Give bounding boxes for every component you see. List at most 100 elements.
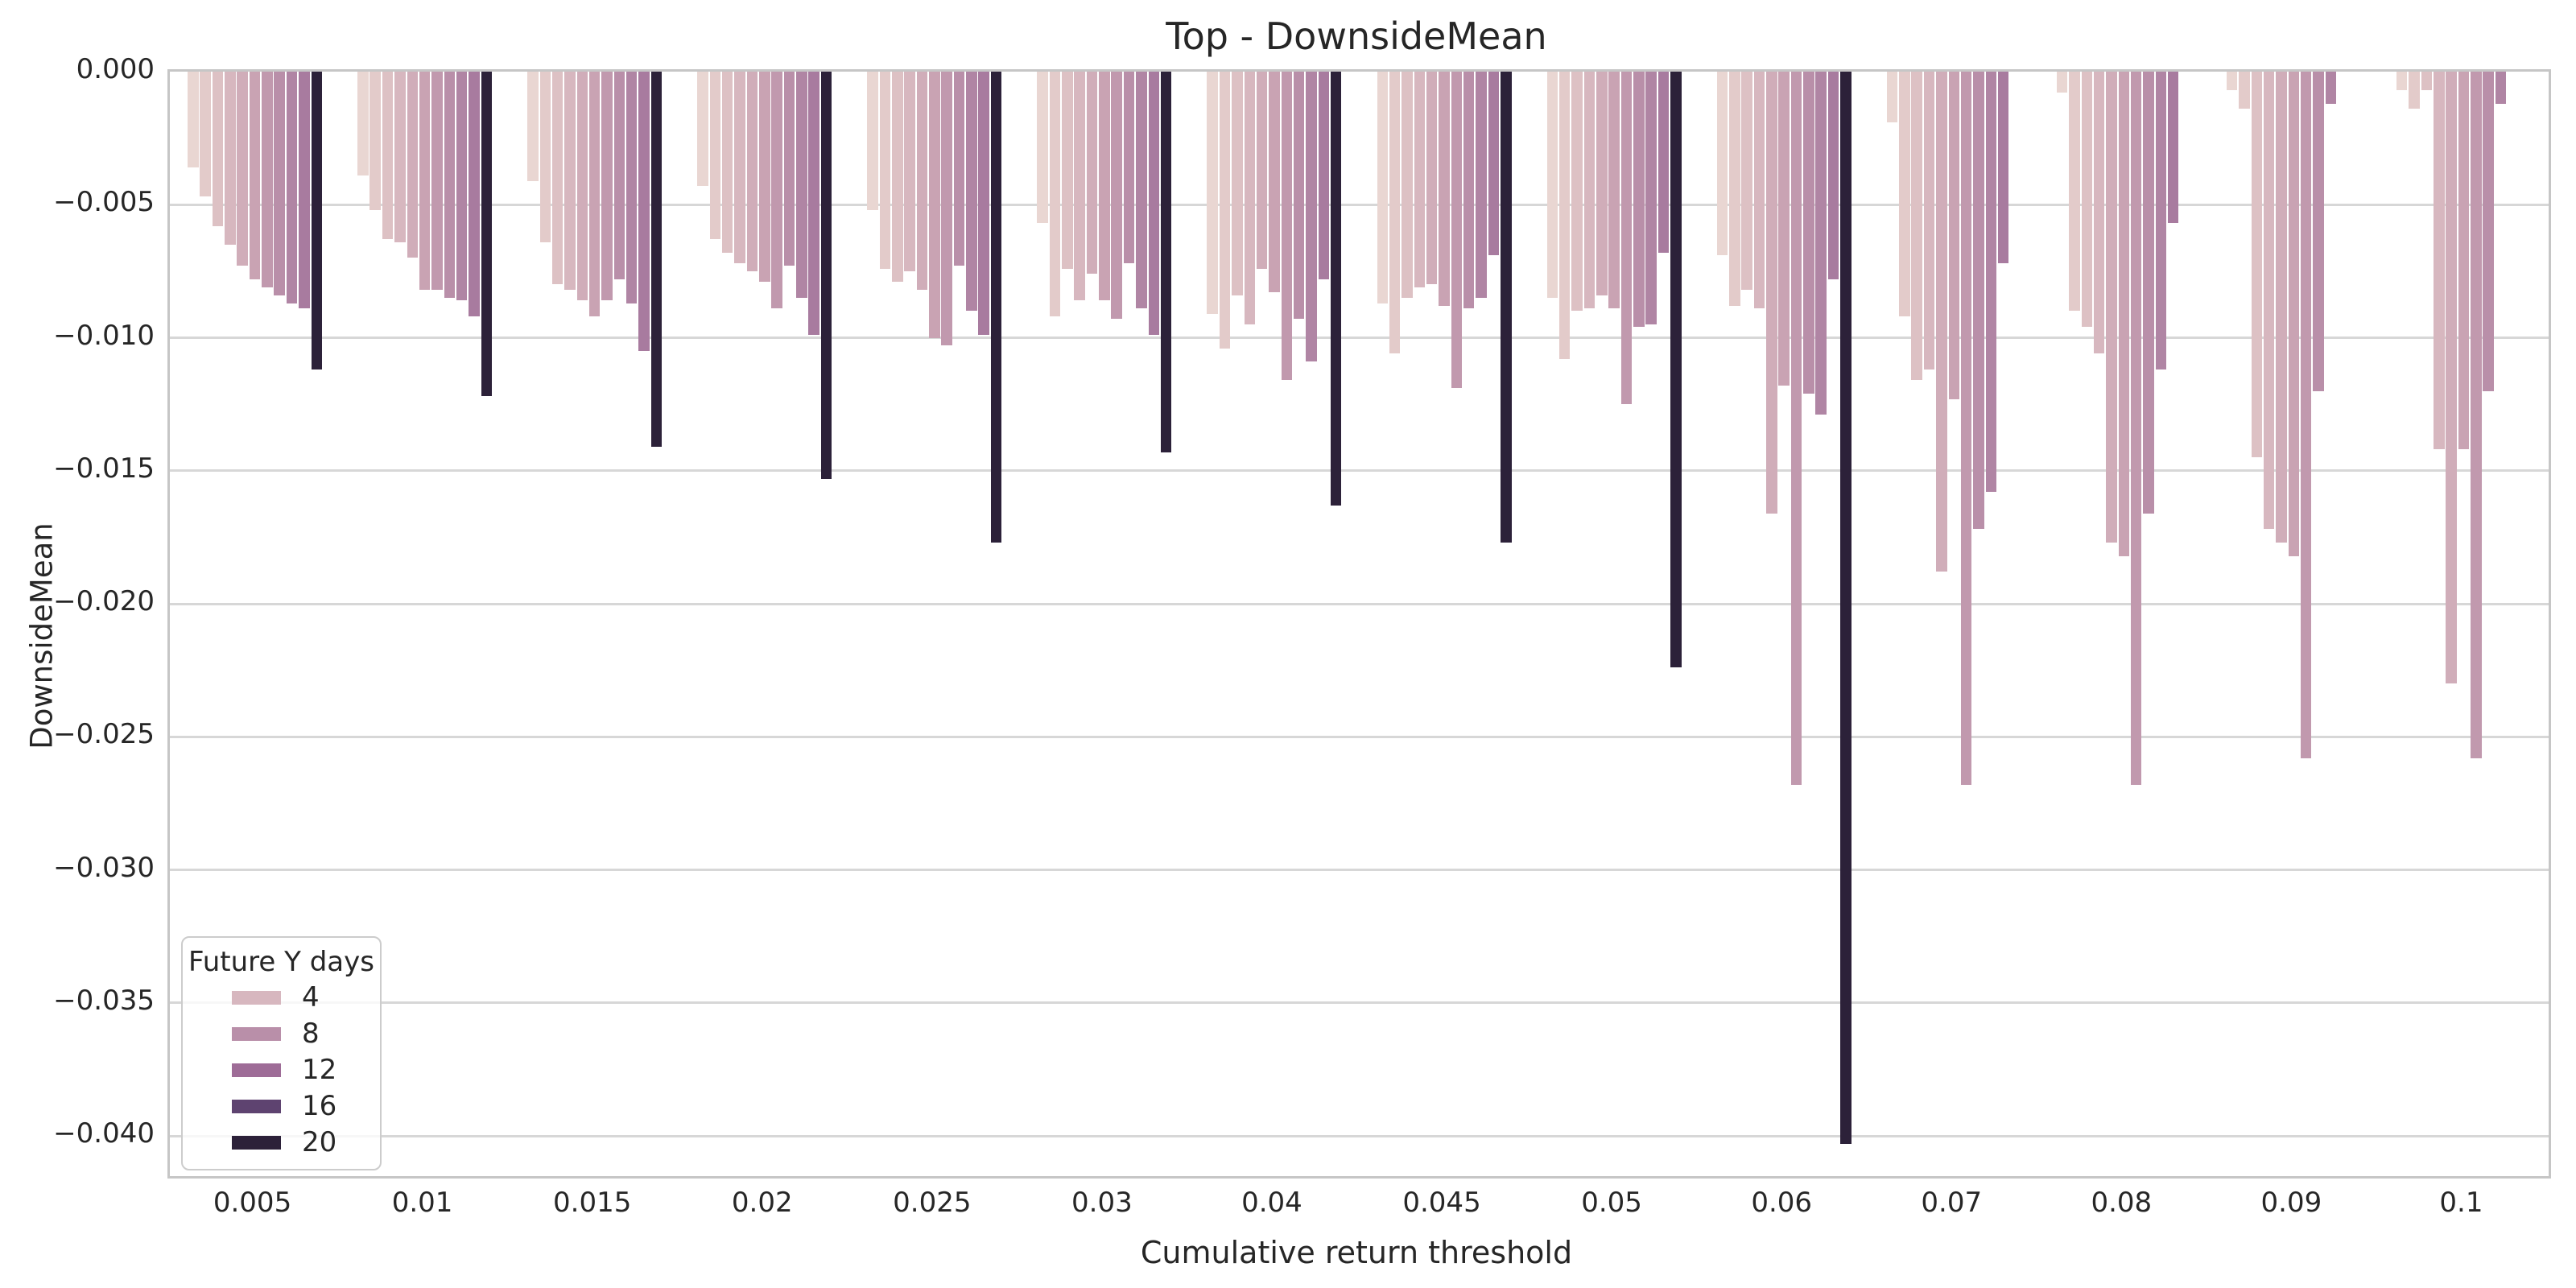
bar-threshold-0.02-day-6 (759, 72, 770, 283)
bar-threshold-0.05-day-1 (1546, 72, 1558, 298)
gridline (170, 869, 2549, 871)
y-axis-label: DownsideMean (24, 522, 60, 749)
bar-threshold-0.015-day-5 (576, 72, 588, 301)
bar-threshold-0.02-day-10 (808, 72, 819, 336)
bar-threshold-0.06-day-6 (1778, 72, 1790, 386)
legend: Future Y days 4 8 12 16 20 (181, 936, 382, 1170)
bar-threshold-0.07-day-5 (1936, 72, 1947, 572)
bar-threshold-0.08-day-3 (2081, 72, 2093, 328)
bar-threshold-0.025-day-2 (879, 72, 891, 269)
bar-threshold-0.04-day-8 (1293, 72, 1305, 320)
legend-swatch-icon (232, 991, 281, 1005)
bar-threshold-0.1-day-1 (2396, 72, 2408, 91)
bar-threshold-0.005-day-3 (212, 72, 224, 226)
y-tick-label: −0.035 (53, 984, 155, 1017)
legend-entry-16: 16 (183, 1088, 380, 1125)
bar-threshold-0.04-day-9 (1306, 72, 1317, 362)
x-tick-label: 0.09 (2260, 1187, 2322, 1219)
bar-threshold-0.015-day-8 (613, 72, 625, 279)
bar-threshold-0.02-day-5 (746, 72, 758, 271)
bar-threshold-0.02-day-8 (783, 72, 795, 266)
x-tick-label: 0.02 (731, 1187, 793, 1219)
bar-threshold-0.08-day-5 (2106, 72, 2117, 543)
legend-entry-label: 8 (302, 1018, 320, 1050)
bar-threshold-0.05-day-3 (1571, 72, 1583, 312)
bar-threshold-0.015-day-2 (539, 72, 551, 242)
bar-threshold-0.1-day-7 (2471, 72, 2482, 758)
bar-threshold-0.005-day-6 (249, 72, 261, 279)
bar-threshold-0.015-day-9 (625, 72, 638, 303)
bar-threshold-0.01-day-1 (357, 72, 369, 175)
bar-threshold-0.07-day-1 (1886, 72, 1898, 122)
bar-threshold-0.06-day-3 (1741, 72, 1752, 290)
bar-threshold-0.025-day-5 (916, 72, 928, 290)
gridline (170, 1134, 2549, 1137)
bar-threshold-0.07-day-3 (1911, 72, 1922, 381)
bar-threshold-0.06-day-5 (1766, 72, 1777, 514)
bar-threshold-0.045-day-20 (1501, 72, 1512, 543)
x-axis-label: Cumulative return threshold (1140, 1235, 1573, 1270)
legend-title: Future Y days (188, 946, 374, 978)
bar-threshold-0.05-day-7 (1620, 72, 1633, 405)
x-tick-label: 0.07 (1921, 1187, 1983, 1219)
bar-threshold-0.03-day-8 (1123, 72, 1135, 263)
bar-threshold-0.09-day-8 (2313, 72, 2324, 391)
bar-threshold-0.04-day-7 (1281, 72, 1293, 381)
bar-threshold-0.045-day-8 (1463, 72, 1475, 309)
bar-threshold-0.07-day-6 (1948, 72, 1959, 399)
bar-threshold-0.07-day-9 (1985, 72, 1997, 493)
bar-threshold-0.005-day-8 (274, 72, 285, 295)
bar-threshold-0.025-day-20 (990, 72, 1002, 543)
bar-threshold-0.03-day-6 (1099, 72, 1110, 301)
bar-threshold-0.06-day-7 (1790, 72, 1802, 785)
bar-threshold-0.05-day-9 (1645, 72, 1657, 324)
bar-threshold-0.08-day-8 (2143, 72, 2154, 514)
gridline (170, 602, 2549, 605)
legend-entry-label: 12 (302, 1054, 337, 1086)
bar-threshold-0.015-day-20 (650, 72, 663, 447)
bar-threshold-0.01-day-9 (456, 72, 468, 301)
y-tick-label: −0.040 (53, 1117, 155, 1150)
bar-threshold-0.015-day-3 (551, 72, 564, 285)
y-tick-label: −0.010 (53, 319, 155, 352)
bar-threshold-0.07-day-10 (1997, 72, 2009, 263)
bar-threshold-0.01-day-4 (394, 72, 406, 242)
bar-threshold-0.01-day-5 (407, 72, 418, 258)
bar-threshold-0.025-day-1 (867, 72, 878, 210)
legend-swatch-icon (232, 1027, 281, 1041)
bar-threshold-0.03-day-3 (1062, 72, 1073, 269)
gridline (170, 735, 2549, 738)
bar-threshold-0.06-day-4 (1753, 72, 1765, 309)
bar-threshold-0.04-day-2 (1219, 72, 1231, 349)
bar-threshold-0.1-day-2 (2409, 72, 2420, 109)
legend-swatch-icon (232, 1100, 281, 1113)
bar-threshold-0.02-day-1 (697, 72, 708, 187)
legend-entry-label: 20 (302, 1126, 337, 1158)
bar-threshold-0.09-day-6 (2288, 72, 2300, 556)
bar-threshold-0.03-day-4 (1074, 72, 1085, 301)
bar-threshold-0.01-day-10 (469, 72, 480, 317)
bar-threshold-0.045-day-1 (1377, 72, 1389, 303)
bar-threshold-0.005-day-5 (237, 72, 248, 266)
x-tick-label: 0.025 (893, 1187, 972, 1219)
bar-threshold-0.03-day-10 (1148, 72, 1160, 336)
gridline (170, 1001, 2549, 1005)
bar-threshold-0.02-day-4 (734, 72, 745, 263)
bar-threshold-0.09-day-4 (2263, 72, 2275, 530)
gridline (170, 203, 2549, 206)
bar-threshold-0.025-day-10 (978, 72, 989, 336)
gridline (170, 336, 2549, 339)
bar-threshold-0.06-day-8 (1803, 72, 1814, 394)
bar-threshold-0.05-day-4 (1583, 72, 1596, 309)
bar-threshold-0.03-day-7 (1111, 72, 1122, 320)
bar-threshold-0.1-day-9 (2495, 72, 2507, 104)
y-tick-label: 0.000 (76, 53, 155, 85)
bar-threshold-0.025-day-6 (929, 72, 940, 338)
bar-threshold-0.1-day-6 (2458, 72, 2470, 450)
bar-threshold-0.025-day-7 (941, 72, 952, 346)
bar-threshold-0.01-day-8 (444, 72, 456, 298)
bar-threshold-0.045-day-2 (1389, 72, 1401, 354)
x-tick-label: 0.03 (1071, 1187, 1133, 1219)
bar-threshold-0.05-day-10 (1657, 72, 1670, 253)
